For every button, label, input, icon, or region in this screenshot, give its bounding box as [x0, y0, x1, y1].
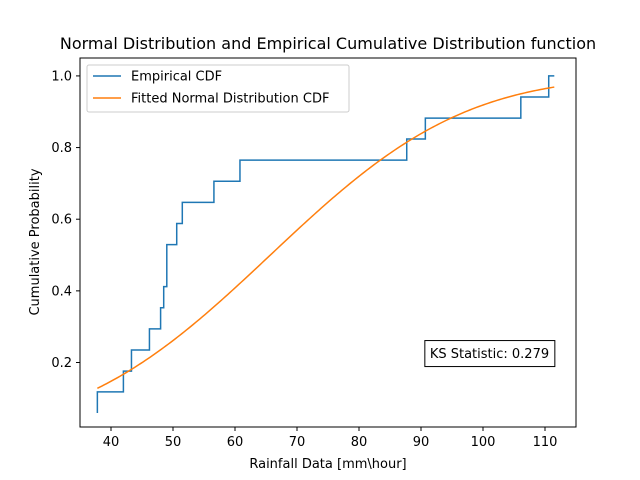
plot-frame — [79, 57, 577, 428]
y-tick-label: 0.8 — [51, 141, 72, 156]
x-tick-label: 40 — [103, 435, 120, 450]
x-tick-label: 80 — [351, 435, 368, 450]
x-tick-label: 60 — [227, 435, 244, 450]
y-axis-ticks: 0.2 0.4 0.6 0.8 1.0 — [51, 69, 80, 371]
y-tick-label: 0.6 — [51, 213, 72, 228]
ks-statistic-annotation: KS Statistic: 0.279 — [424, 340, 556, 368]
ks-statistic-box — [424, 340, 556, 368]
x-axis-label: Rainfall Data [mm\hour] — [249, 457, 406, 472]
legend: Empirical CDF Fitted Normal Distribution… — [86, 64, 350, 113]
legend-box — [86, 64, 350, 113]
legend-label-empirical-cdf: Empirical CDF — [131, 70, 222, 85]
x-tick-label: 90 — [413, 435, 430, 450]
x-axis-ticks: 40 50 60 70 80 90 100 110 — [103, 427, 558, 450]
plot-area — [80, 58, 576, 427]
y-tick-label: 0.4 — [51, 284, 72, 299]
plot-background — [80, 58, 576, 427]
x-tick-label: 50 — [165, 435, 182, 450]
y-tick-label: 0.2 — [51, 356, 72, 371]
series-layer — [96, 75, 555, 414]
series-line-empirical-cdf — [96, 75, 555, 414]
legend-label-normal-cdf: Fitted Normal Distribution CDF — [131, 92, 329, 107]
x-tick-label: 110 — [533, 435, 558, 450]
series-line-normal-cdf — [97, 86, 555, 389]
x-tick-label: 100 — [471, 435, 496, 450]
y-tick-label: 1.0 — [51, 69, 72, 84]
chart-title: Normal Distribution and Empirical Cumula… — [60, 34, 596, 53]
ks-statistic-text: KS Statistic: 0.279 — [430, 347, 549, 362]
x-tick-label: 70 — [289, 435, 306, 450]
y-axis-label: Cumulative Probability — [28, 168, 43, 315]
